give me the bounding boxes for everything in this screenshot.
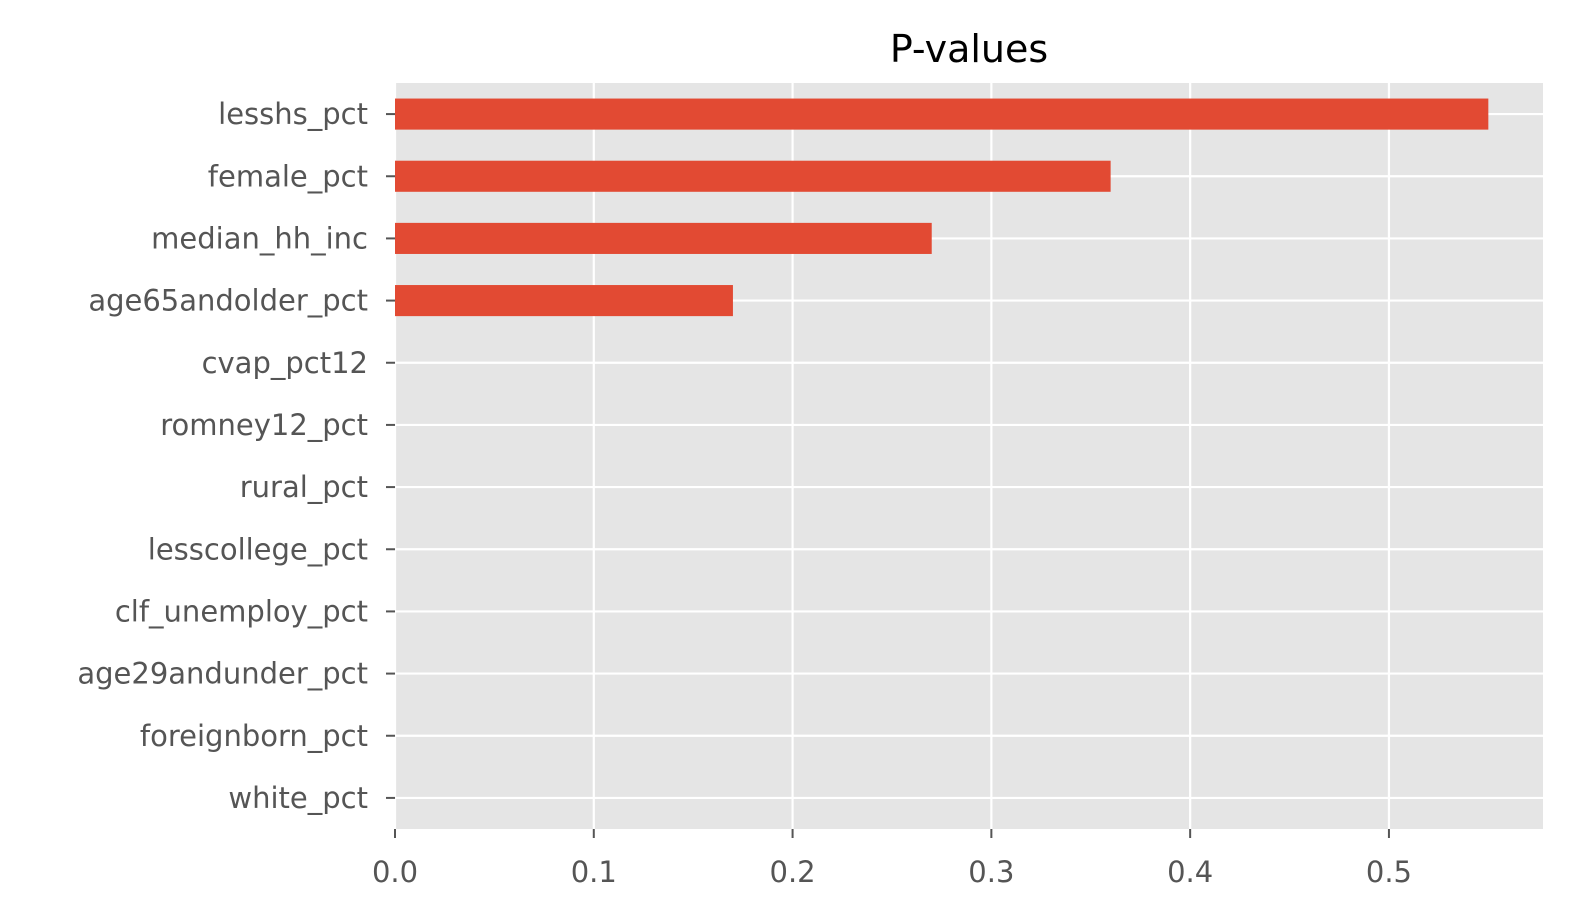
y-tick-label: romney12_pct (160, 408, 368, 442)
y-tick-label: rural_pct (240, 470, 368, 504)
x-tick-label: 0.0 (372, 855, 418, 889)
bar-age65andolder-pct (395, 285, 733, 317)
y-tick-label: lesshs_pct (218, 97, 368, 131)
y-tick-label: female_pct (208, 159, 368, 193)
x-tick-label: 0.2 (770, 855, 816, 889)
chart-title: P-values (890, 27, 1048, 71)
x-axis: 0.0 0.1 0.2 0.3 0.4 0.5 (372, 829, 1412, 889)
y-tick-label: lesscollege_pct (148, 532, 368, 566)
bar-lesshs-pct (395, 98, 1489, 130)
x-tick-label: 0.3 (968, 855, 1014, 889)
x-tick-label: 0.1 (571, 855, 617, 889)
y-tick-label: age29andunder_pct (77, 657, 368, 691)
bar-median-hh-inc (395, 222, 932, 254)
bar-female-pct (395, 160, 1111, 192)
x-tick-label: 0.5 (1366, 855, 1412, 889)
y-tick-label: foreignborn_pct (140, 719, 368, 753)
y-tick-label: age65andolder_pct (88, 284, 368, 318)
y-tick-label: clf_unemploy_pct (115, 594, 368, 628)
y-tick-label: median_hh_inc (151, 221, 368, 255)
y-axis: lesshs_pct female_pct median_hh_inc age65an… (77, 97, 395, 815)
grid-lines (393, 83, 1543, 829)
bars (395, 98, 1489, 317)
plot-area (395, 83, 1543, 829)
y-tick-label: cvap_pct12 (202, 346, 368, 380)
x-tick-label: 0.4 (1167, 855, 1213, 889)
y-tick-label: white_pct (228, 781, 368, 815)
